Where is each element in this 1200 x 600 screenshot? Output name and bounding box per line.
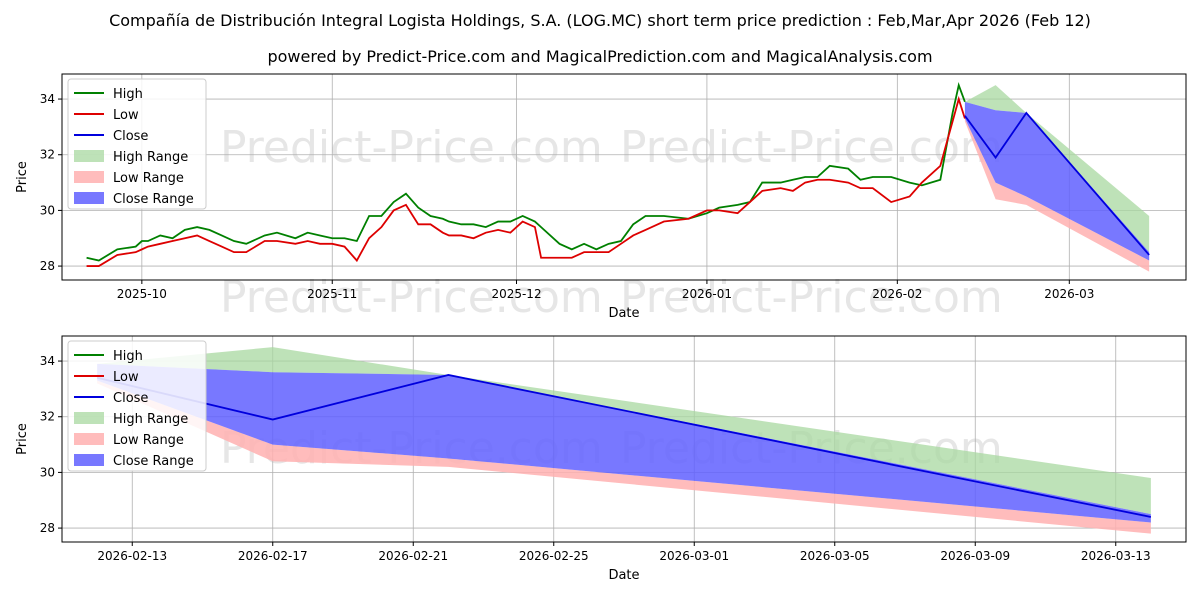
x-tick-label: 2026-02-25 [519,549,589,563]
y-tick-label: 30 [40,203,55,217]
low-range-band [97,380,1151,534]
high-series-line [86,81,966,262]
legend-swatch-high-range [74,150,104,162]
legend-swatch-close-range [74,454,104,466]
y-tick-label: 30 [40,465,55,479]
chart-title: Compañía de Distribución Integral Logist… [109,11,1091,30]
close-series-line [964,111,1150,256]
legend-label: Low Range [113,433,184,448]
watermark-text: Predict-Price.com [620,122,1003,173]
x-tick-label: 2026-01 [682,287,732,301]
legend-swatch-close-range [74,192,104,204]
legend: High Low Close High Range Low Range Close Ran… [67,340,207,472]
x-axis-label: Date [608,306,639,321]
legend-label: Close Range [113,454,194,469]
legend-label: High Range [113,150,188,165]
top-panel: Predict-Price.com Predict-Price.comPredic… [15,73,1187,323]
legend-label: High [113,349,143,364]
low-series-line [86,95,966,267]
legend-label: High Range [113,412,188,427]
high-range-band [964,85,1150,253]
x-tick-label: 2026-02 [872,287,922,301]
x-tick-label: 2026-02-17 [238,549,308,563]
legend-label: Low [113,108,139,123]
x-tick-label: 2026-03 [1044,287,1094,301]
watermark-text: Predict-Price.com [220,122,603,173]
legend-label: Close Range [113,192,194,207]
legend-label: Close [113,129,148,144]
chart-subtitle: powered by Predict-Price.com and Magical… [267,47,932,66]
y-tick-label: 32 [40,410,55,424]
x-tick-label: 2026-03-01 [659,549,729,563]
x-tick-label: 2026-03-09 [940,549,1010,563]
x-tick-label: 2025-11 [307,287,357,301]
legend-label: Low [113,370,139,385]
x-tick-label: 2025-10 [117,287,167,301]
x-tick-label: 2026-02-13 [97,549,167,563]
legend-swatch-high-range [74,412,104,424]
x-tick-label: 2026-03-05 [800,549,870,563]
legend: High Low Close High Range Low Range Close Ran… [67,78,207,210]
y-axis-label: Price [15,423,30,455]
legend-label: Close [113,391,148,406]
x-tick-label: 2026-03-13 [1081,549,1151,563]
x-tick-label: 2025-12 [491,287,541,301]
legend-swatch-low-range [74,433,104,445]
legend-label: High [113,87,143,102]
x-tick-label: 2026-02-21 [378,549,448,563]
close-range-band [964,101,1150,261]
close-range-band [97,363,1151,523]
y-tick-label: 32 [40,148,55,162]
legend-swatch-low-range [74,171,104,183]
y-tick-label: 34 [40,92,55,106]
low-range-band [964,118,1150,272]
y-tick-label: 34 [40,354,55,368]
bottom-panel: Predict-Price.comPredict-Price.com2026-0… [15,335,1187,583]
x-axis-label: Date [608,568,639,583]
plot-frame [61,73,1187,281]
y-tick-label: 28 [40,259,55,273]
plot-frame [61,335,1187,543]
y-axis-label: Price [15,161,30,193]
y-tick-label: 28 [40,521,55,535]
legend-label: Low Range [113,171,184,186]
